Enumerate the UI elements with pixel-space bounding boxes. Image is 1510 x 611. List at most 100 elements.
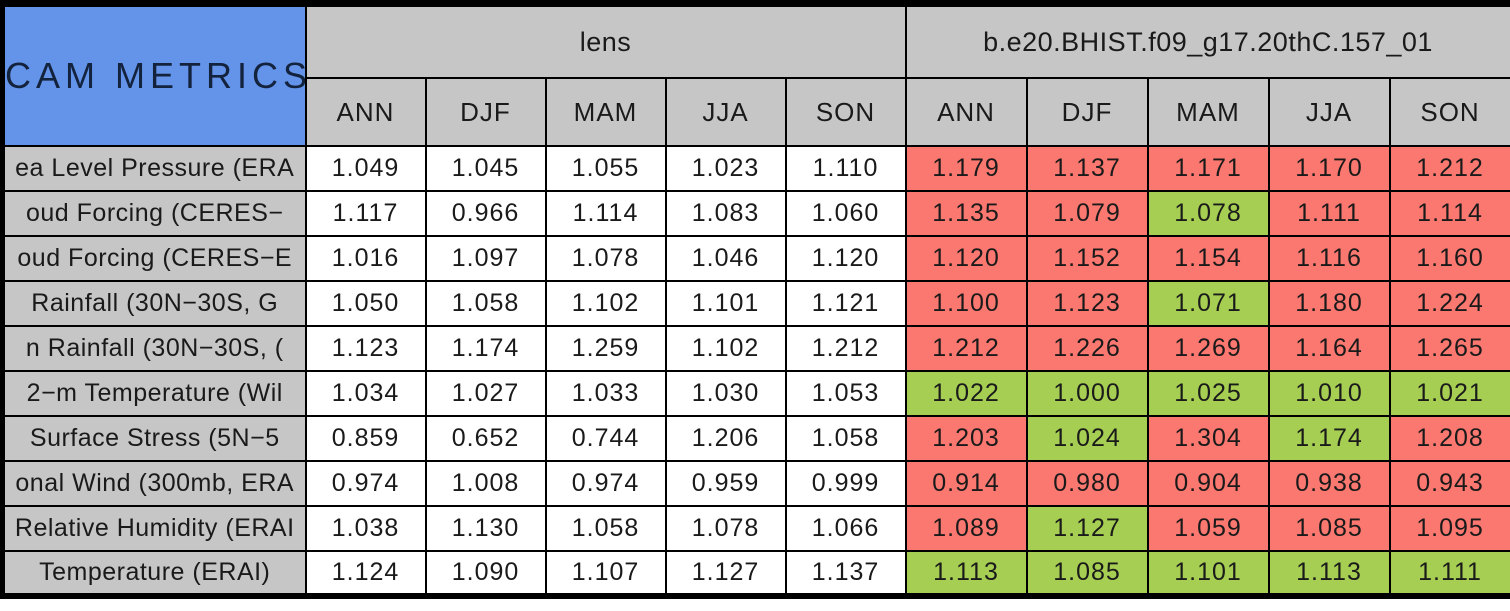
case-value-cell: 1.116 [1267,235,1391,282]
case-value-cell: 1.059 [1146,505,1270,552]
row-label: onal Wind (300mb, ERA [1,460,307,507]
lens-value-cell: 1.046 [664,235,787,282]
case-value-cell: 1.021 [1388,370,1510,417]
lens-value-cell: 1.066 [784,505,907,552]
group-header-row: CAM METRICS lens b.e20.BHIST.f09_g17.20t… [1,2,1510,147]
lens-value-cell: 1.016 [304,235,427,282]
row-label: oud Forcing (CERES− [1,190,307,237]
lens-value-cell: 1.055 [544,145,667,192]
case-value-cell: 1.022 [904,370,1028,417]
table-row: Rainfall (30N−30S, G 1.050 1.058 1.102 1… [1,280,1510,327]
season-header-lens-mam: MAM [544,77,667,147]
season-header-case-mam: MAM [1146,77,1270,147]
case-value-cell: 1.095 [1388,505,1510,552]
lens-value-cell: 0.974 [304,460,427,507]
case-value-cell: 1.154 [1146,235,1270,282]
case-value-cell: 1.085 [1025,550,1149,597]
lens-value-cell: 1.097 [424,235,547,282]
lens-value-cell: 1.058 [544,505,667,552]
case-value-cell: 1.180 [1267,280,1391,327]
case-value-cell: 1.212 [904,325,1028,372]
lens-value-cell: 1.259 [544,325,667,372]
lens-value-cell: 1.008 [424,460,547,507]
season-header-case-son: SON [1388,77,1510,147]
lens-value-cell: 1.078 [544,235,667,282]
lens-value-cell: 1.120 [784,235,907,282]
row-label: Temperature (ERAI) [1,550,307,597]
lens-value-cell: 1.123 [304,325,427,372]
lens-value-cell: 1.060 [784,190,907,237]
case-value-cell: 0.914 [904,460,1028,507]
lens-value-cell: 1.117 [304,190,427,237]
lens-value-cell: 0.999 [784,460,907,507]
case-value-cell: 1.085 [1267,505,1391,552]
case-value-cell: 1.208 [1388,415,1510,462]
case-value-cell: 1.111 [1267,190,1391,237]
case-value-cell: 1.269 [1146,325,1270,372]
season-header-lens-ann: ANN [304,77,427,147]
case-value-cell: 1.160 [1388,235,1510,282]
table-row: 2−m Temperature (Wil 1.034 1.027 1.033 1… [1,370,1510,417]
case-value-cell: 1.089 [904,505,1028,552]
lens-value-cell: 1.030 [664,370,787,417]
lens-value-cell: 1.045 [424,145,547,192]
lens-value-cell: 1.050 [304,280,427,327]
lens-value-cell: 1.078 [664,505,787,552]
season-header-case-jja: JJA [1267,77,1391,147]
case-value-cell: 1.226 [1025,325,1149,372]
case-value-cell: 1.000 [1025,370,1149,417]
case-value-cell: 1.179 [904,145,1028,192]
lens-value-cell: 1.212 [784,325,907,372]
case-value-cell: 1.101 [1146,550,1270,597]
case-value-cell: 0.938 [1267,460,1391,507]
case-value-cell: 1.111 [1388,550,1510,597]
case-value-cell: 1.170 [1267,145,1391,192]
case-value-cell: 1.025 [1146,370,1270,417]
lens-value-cell: 1.102 [664,325,787,372]
case-value-cell: 1.152 [1025,235,1149,282]
case-value-cell: 1.127 [1025,505,1149,552]
case-value-cell: 0.943 [1388,460,1510,507]
lens-value-cell: 1.083 [664,190,787,237]
season-header-case-djf: DJF [1025,77,1149,147]
case-value-cell: 1.113 [1267,550,1391,597]
case-value-cell: 1.114 [1388,190,1510,237]
case-value-cell: 1.078 [1146,190,1270,237]
table-row: Temperature (ERAI) 1.124 1.090 1.107 1.1… [1,550,1510,597]
lens-value-cell: 1.127 [664,550,787,597]
case-value-cell: 1.113 [904,550,1028,597]
lens-value-cell: 0.966 [424,190,547,237]
season-header-lens-djf: DJF [424,77,547,147]
row-label: Relative Humidity (ERAI [1,505,307,552]
lens-value-cell: 1.058 [784,415,907,462]
season-header-lens-son: SON [784,77,907,147]
case-value-cell: 1.265 [1388,325,1510,372]
lens-value-cell: 1.027 [424,370,547,417]
lens-value-cell: 1.034 [304,370,427,417]
row-label: Surface Stress (5N−5 [1,415,307,462]
lens-value-cell: 0.859 [304,415,427,462]
lens-value-cell: 1.174 [424,325,547,372]
row-label: ea Level Pressure (ERA [1,145,307,192]
case-value-cell: 1.079 [1025,190,1149,237]
case-value-cell: 1.171 [1146,145,1270,192]
case-value-cell: 1.071 [1146,280,1270,327]
case-value-cell: 1.164 [1267,325,1391,372]
table-row: ea Level Pressure (ERA 1.049 1.045 1.055… [1,145,1510,192]
lens-value-cell: 0.744 [544,415,667,462]
lens-value-cell: 1.058 [424,280,547,327]
lens-value-cell: 1.102 [544,280,667,327]
case-value-cell: 1.010 [1267,370,1391,417]
case-value-cell: 1.212 [1388,145,1510,192]
lens-value-cell: 1.038 [304,505,427,552]
lens-value-cell: 0.959 [664,460,787,507]
lens-value-cell: 1.130 [424,505,547,552]
row-label: n Rainfall (30N−30S, ( [1,325,307,372]
season-header-lens-jja: JJA [664,77,787,147]
table-row: oud Forcing (CERES−E 1.016 1.097 1.078 1… [1,235,1510,282]
lens-value-cell: 1.206 [664,415,787,462]
lens-value-cell: 1.110 [784,145,907,192]
lens-value-cell: 1.090 [424,550,547,597]
case-value-cell: 1.137 [1025,145,1149,192]
